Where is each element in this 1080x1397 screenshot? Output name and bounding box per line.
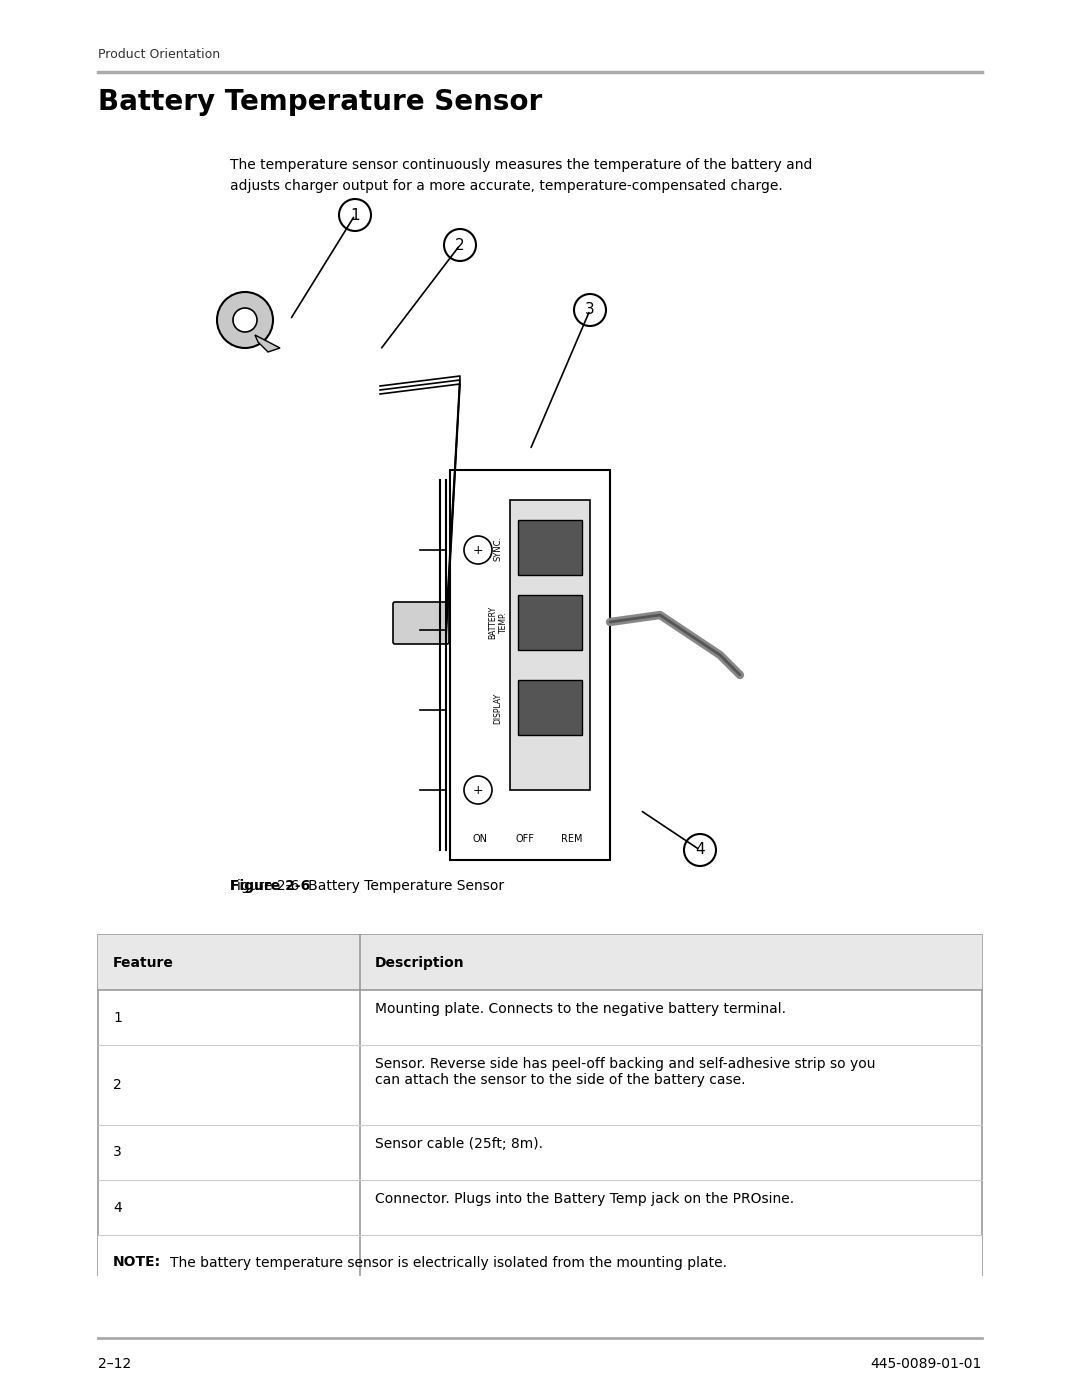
Bar (510, 500, 590, 789)
Text: Figure 2-6  Battery Temperature Sensor: Figure 2-6 Battery Temperature Sensor (230, 879, 504, 893)
Polygon shape (260, 972, 390, 1071)
Circle shape (217, 292, 273, 348)
Text: 2: 2 (113, 1078, 122, 1092)
Bar (450, 469, 610, 861)
Text: 4: 4 (113, 1200, 122, 1214)
Text: ON: ON (473, 834, 487, 844)
Text: Mounting plate. Connects to the negative battery terminal.: Mounting plate. Connects to the negative… (375, 1002, 786, 1016)
Text: Sensor cable (25ft; 8m).: Sensor cable (25ft; 8m). (375, 1137, 543, 1151)
Bar (518, 595, 582, 650)
Text: 445-0089-01-01: 445-0089-01-01 (870, 1356, 982, 1370)
Polygon shape (255, 335, 280, 352)
Text: Feature: Feature (113, 956, 174, 970)
Text: 3: 3 (113, 1146, 122, 1160)
Text: 1: 1 (113, 1010, 122, 1024)
Text: The temperature sensor continuously measures the temperature of the battery and
: The temperature sensor continuously meas… (230, 158, 812, 193)
Text: Description: Description (375, 956, 464, 970)
Text: +: + (473, 543, 484, 556)
Text: 3: 3 (585, 303, 595, 317)
Text: 4: 4 (696, 842, 705, 858)
Bar (518, 520, 582, 576)
Text: Connector. Plugs into the Battery Temp jack on the PROsine.: Connector. Plugs into the Battery Temp j… (375, 1192, 794, 1206)
Circle shape (339, 198, 372, 231)
Text: REM: REM (562, 834, 583, 844)
Circle shape (464, 536, 492, 564)
Circle shape (444, 229, 476, 261)
Bar (98, 1235, 982, 1289)
Bar (98, 935, 982, 1275)
Polygon shape (265, 1007, 380, 1065)
Circle shape (233, 307, 257, 332)
Text: NOTE:: NOTE: (113, 1256, 161, 1270)
Text: +: + (473, 784, 484, 796)
Text: BATTERY
TEMP.: BATTERY TEMP. (488, 605, 508, 638)
Text: Product Orientation: Product Orientation (98, 47, 220, 61)
Text: Sensor. Reverse side has peel-off backing and self-adhesive strip so you
can att: Sensor. Reverse side has peel-off backin… (375, 1058, 876, 1087)
Text: SYNC.: SYNC. (494, 535, 502, 560)
Bar (98, 935, 982, 990)
Bar (518, 680, 582, 735)
Text: DISPLAY: DISPLAY (494, 693, 502, 724)
Circle shape (684, 834, 716, 866)
Text: Figure 2-6: Figure 2-6 (230, 879, 310, 893)
Text: 2: 2 (455, 237, 464, 253)
Text: The battery temperature sensor is electrically isolated from the mounting plate.: The battery temperature sensor is electr… (170, 1256, 727, 1270)
Text: OFF: OFF (515, 834, 535, 844)
FancyBboxPatch shape (393, 602, 449, 644)
Text: Battery Temperature Sensor: Battery Temperature Sensor (98, 88, 542, 116)
Circle shape (573, 293, 606, 326)
Text: 1: 1 (350, 208, 360, 222)
Circle shape (464, 775, 492, 805)
Text: 2–12: 2–12 (98, 1356, 132, 1370)
